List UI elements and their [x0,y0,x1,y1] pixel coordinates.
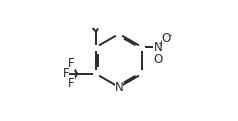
Text: +: + [157,39,165,48]
Text: N: N [154,41,162,54]
Text: F: F [68,77,75,90]
Text: F: F [62,67,69,80]
Text: O: O [162,32,171,45]
Text: O: O [153,53,162,66]
Text: -: - [168,31,171,40]
Text: N: N [115,81,123,94]
Text: F: F [68,57,75,70]
